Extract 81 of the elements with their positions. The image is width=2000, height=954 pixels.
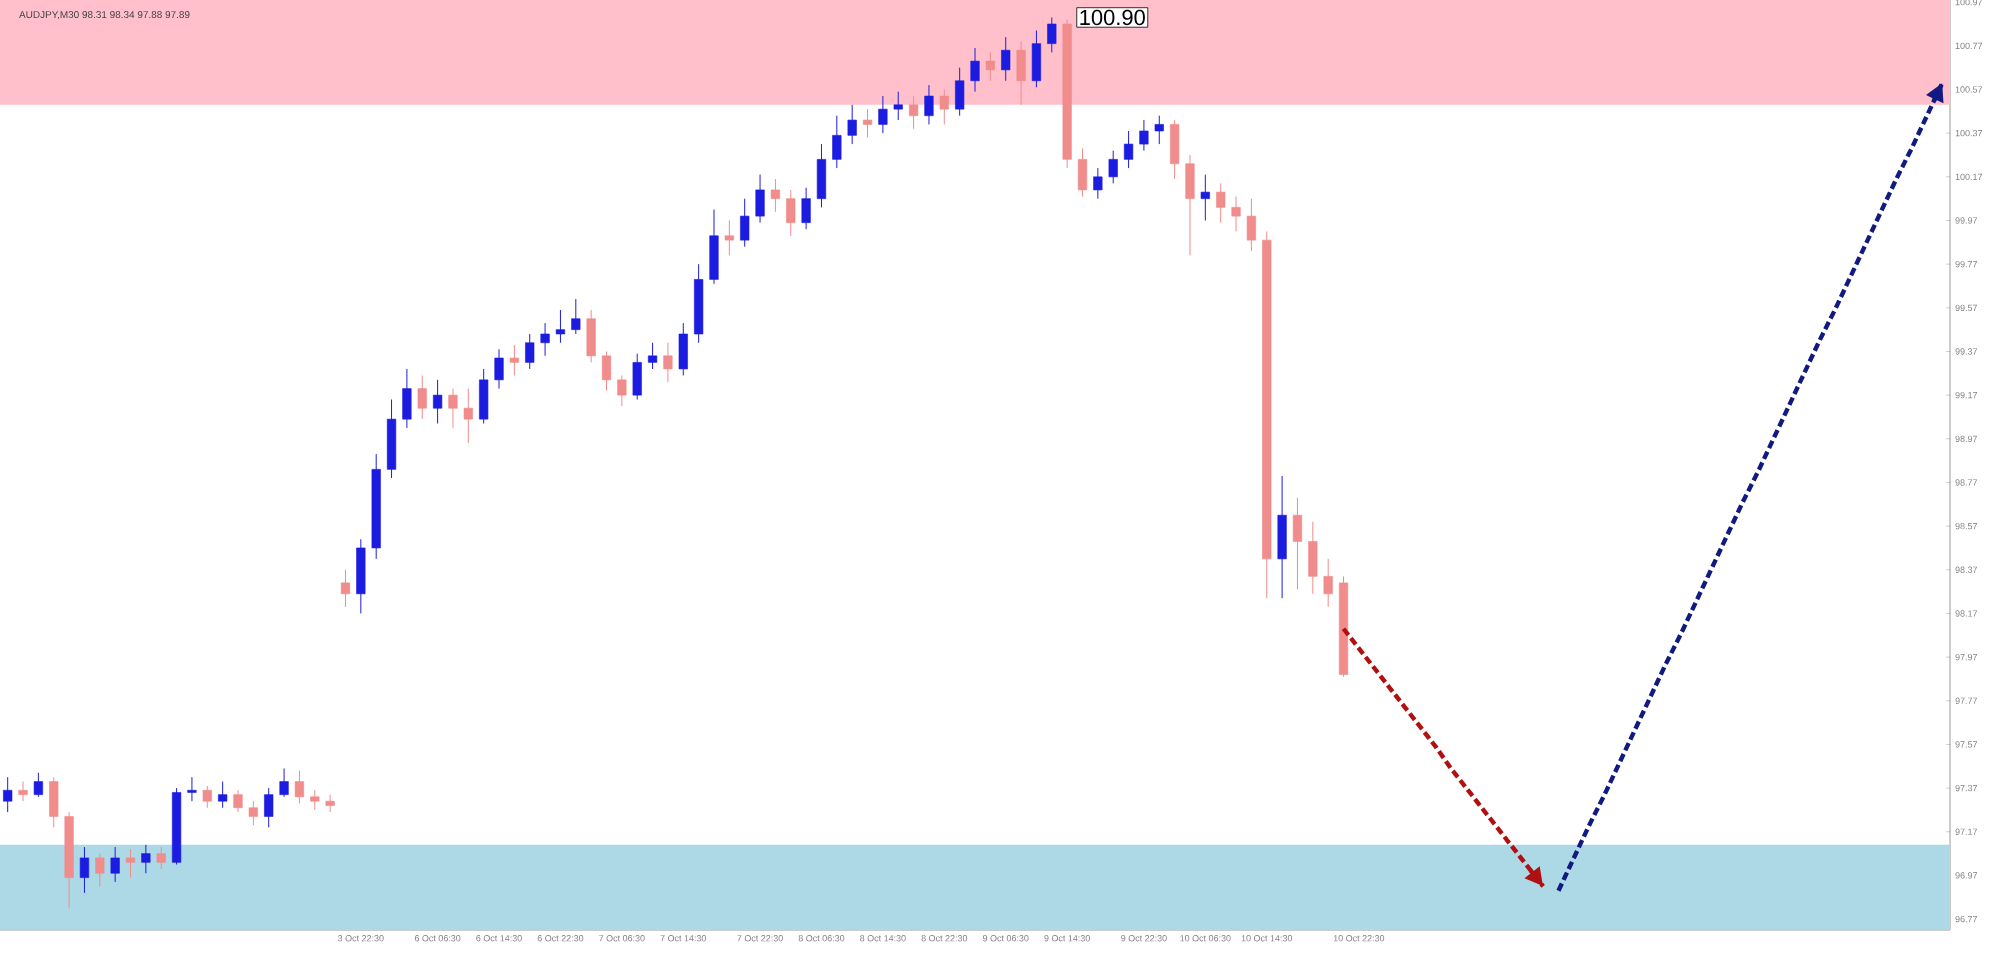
candlestick xyxy=(156,846,166,870)
candlestick xyxy=(1108,150,1118,184)
candlestick xyxy=(1292,497,1303,590)
candlestick xyxy=(463,388,473,444)
candlestick xyxy=(663,342,673,383)
candlestick xyxy=(893,91,903,121)
candlestick xyxy=(909,95,919,130)
candlestick xyxy=(1216,182,1226,224)
candlestick xyxy=(586,309,596,363)
candlestick xyxy=(955,67,965,117)
candlestick xyxy=(1154,115,1164,145)
candlestick xyxy=(525,333,535,370)
candlestick xyxy=(985,51,995,82)
candlestick xyxy=(49,776,59,828)
candlestick xyxy=(433,379,443,425)
candlestick xyxy=(1031,30,1042,88)
candlestick xyxy=(494,348,504,390)
candlestick xyxy=(555,309,566,344)
candlestick xyxy=(1123,130,1134,169)
candlestick xyxy=(1231,195,1241,232)
candlestick xyxy=(801,187,811,230)
candlestick xyxy=(1093,167,1103,200)
annotation: 100.90 xyxy=(1080,9,1145,26)
candlestick xyxy=(632,353,642,400)
candlestick xyxy=(724,219,734,256)
candlestick xyxy=(356,538,366,614)
candlestick xyxy=(110,846,120,883)
candlestick xyxy=(187,776,197,802)
candlestick xyxy=(709,209,719,285)
candlestick xyxy=(862,108,873,139)
candlestick xyxy=(402,368,412,429)
candlestick xyxy=(141,844,151,874)
candlestick xyxy=(1277,475,1287,599)
candlestick xyxy=(1016,40,1026,106)
candlestick xyxy=(571,298,581,335)
candlestick xyxy=(647,342,658,370)
candlestick xyxy=(770,178,780,213)
candlestick xyxy=(279,767,289,798)
candlestick xyxy=(1185,154,1195,256)
candlestick xyxy=(816,143,827,208)
candlestick xyxy=(33,772,43,798)
candlestick xyxy=(786,189,796,237)
candlestick xyxy=(678,322,688,376)
candlestick xyxy=(325,794,335,813)
candlestick xyxy=(18,781,28,802)
candlestick xyxy=(832,115,842,169)
candlestick xyxy=(79,846,90,894)
candlestick xyxy=(125,848,136,879)
candlestick xyxy=(248,800,258,826)
candlestick xyxy=(95,853,105,887)
candlestick xyxy=(1200,174,1210,221)
candlestick xyxy=(1047,16,1057,53)
candlestick xyxy=(755,174,765,224)
candlestick xyxy=(970,47,980,93)
candlestick xyxy=(479,368,489,425)
candlestick xyxy=(924,84,934,125)
candlestick xyxy=(1170,119,1180,180)
candlestick xyxy=(233,789,243,813)
candlestick xyxy=(939,89,949,125)
candlestick xyxy=(1139,119,1149,152)
candlestick xyxy=(294,770,305,804)
candlestick xyxy=(1308,521,1318,595)
candlestick xyxy=(1077,147,1088,197)
candlestick xyxy=(3,776,13,813)
candlestick xyxy=(878,95,888,134)
candlestick xyxy=(448,388,458,429)
candlestick xyxy=(1323,558,1333,608)
candlestick xyxy=(1246,198,1256,252)
candlestick xyxy=(310,789,320,811)
candlestick xyxy=(1001,36,1011,82)
candlestick xyxy=(540,322,550,357)
candlestick xyxy=(218,781,228,809)
candlestick xyxy=(601,350,612,392)
candlestick xyxy=(264,787,274,828)
candlestick xyxy=(340,569,351,608)
candlestick xyxy=(202,785,212,809)
candlestick xyxy=(740,198,750,248)
candlestick xyxy=(847,104,857,145)
candlestick xyxy=(509,344,519,376)
candlestick xyxy=(617,374,627,407)
candlestick xyxy=(417,374,427,420)
